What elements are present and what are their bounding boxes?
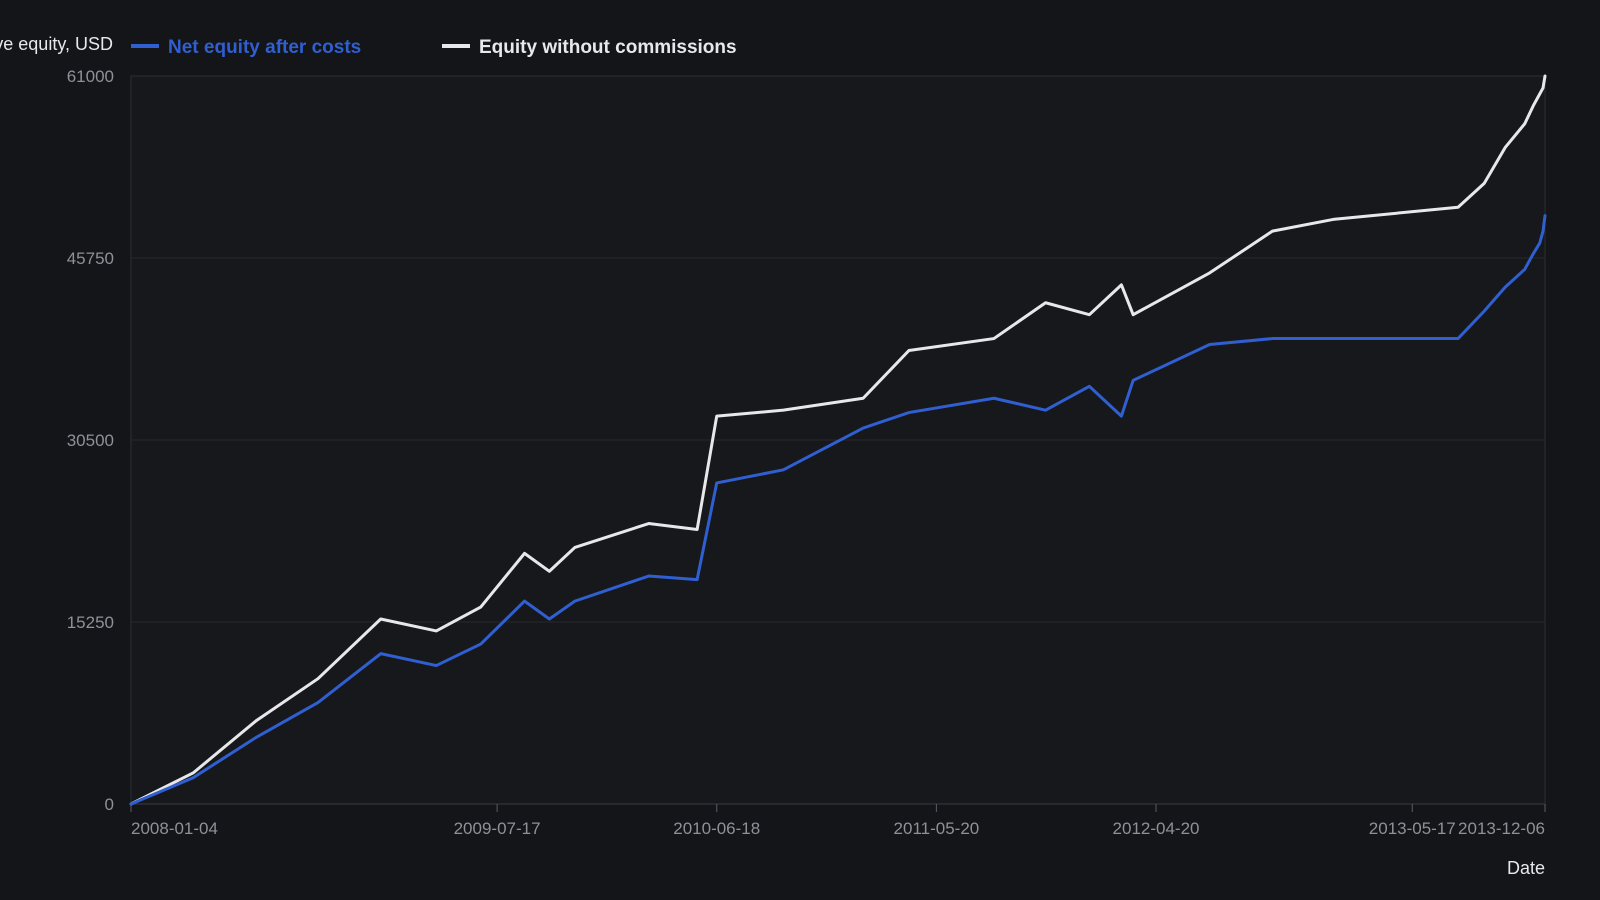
x-tick-label: 2013-05-17 [1369, 819, 1456, 838]
x-tick-label: 2012-04-20 [1113, 819, 1200, 838]
x-tick-label: 2008-01-04 [131, 819, 218, 838]
y-tick-label: 61000 [67, 67, 114, 86]
x-tick-label: 2013-12-06 [1458, 819, 1545, 838]
series-line-net-equity-after-costs [129, 214, 1547, 806]
y-axis-title: Cumulative equity, USD [0, 34, 113, 54]
legend-label: Net equity after costs [168, 37, 361, 58]
x-tick-label: 2011-05-20 [894, 819, 980, 838]
x-tick-label: 2009-07-17 [454, 819, 541, 838]
axes: 0 15250 30500 45750 61000 2008-01-04 2009-07-1… [0, 34, 1546, 878]
series-lines [129, 74, 1547, 806]
legend: Net equity after costs Equity without com… [131, 37, 737, 58]
x-axis-title: Date [1507, 858, 1545, 878]
legend-label: Equity without commissions [479, 37, 737, 58]
y-tick-label: 15250 [67, 613, 114, 632]
y-tick-label: 45750 [67, 249, 114, 268]
y-tick-label: 0 [105, 795, 114, 814]
y-tick-label: 30500 [67, 431, 114, 450]
series-line-equity-without-commissions [129, 74, 1547, 806]
x-tick-label: 2010-06-18 [673, 819, 760, 838]
